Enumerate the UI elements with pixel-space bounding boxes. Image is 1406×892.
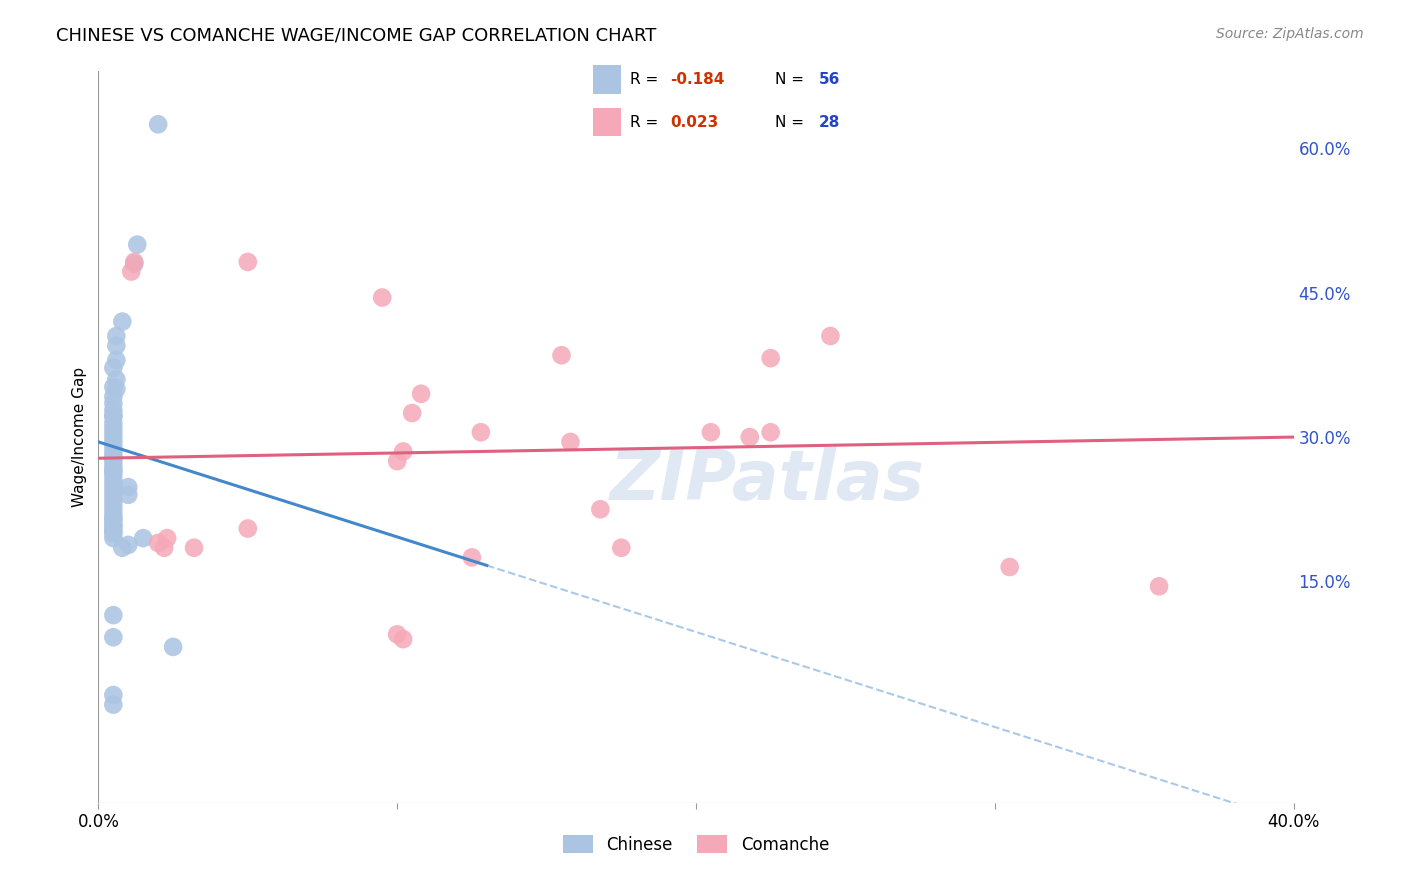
Point [103, 468, 125, 483]
Point [392, 444, 415, 458]
Point [103, 425, 125, 440]
Point [103, 488, 125, 502]
Point [103, 434, 125, 449]
Point [120, 264, 142, 278]
Legend: Chinese, Comanche: Chinese, Comanche [557, 829, 835, 860]
Point [700, 425, 723, 440]
Point [103, 507, 125, 521]
Point [550, 348, 572, 362]
Point [103, 521, 125, 535]
Text: 56: 56 [818, 72, 839, 87]
Point [103, 492, 125, 507]
Point [103, 630, 125, 644]
Point [103, 451, 125, 466]
Point [103, 464, 125, 478]
Point [610, 541, 633, 555]
Text: 28: 28 [818, 115, 839, 129]
Text: 0.023: 0.023 [671, 115, 718, 129]
Point [103, 698, 125, 712]
Bar [593, 108, 620, 136]
Point [111, 541, 134, 555]
Point [111, 315, 134, 329]
Point [103, 526, 125, 541]
Point [103, 478, 125, 492]
Point [132, 531, 155, 545]
Point [183, 541, 205, 555]
Point [411, 386, 433, 401]
Point [236, 521, 259, 535]
Point [392, 632, 415, 647]
Point [105, 372, 128, 386]
Point [162, 640, 184, 654]
Point [103, 518, 125, 533]
Point [103, 464, 125, 478]
Point [124, 257, 146, 271]
Bar [593, 65, 620, 94]
Point [103, 474, 125, 488]
Point [820, 329, 842, 343]
Point [103, 409, 125, 423]
Point [127, 237, 149, 252]
Point [148, 117, 170, 131]
Point [148, 536, 170, 550]
Point [105, 382, 128, 396]
Text: N =: N = [775, 72, 808, 87]
Text: -0.184: -0.184 [671, 72, 724, 87]
Point [759, 425, 782, 440]
Point [105, 329, 128, 343]
Point [103, 390, 125, 404]
Text: R =: R = [630, 72, 664, 87]
Point [156, 531, 179, 545]
Point [103, 416, 125, 430]
Point [103, 450, 125, 464]
Point [103, 688, 125, 702]
Text: R =: R = [630, 115, 664, 129]
Point [103, 512, 125, 526]
Point [1147, 579, 1170, 593]
Point [105, 353, 128, 368]
Point [560, 434, 582, 449]
Point [103, 458, 125, 473]
Point [470, 425, 492, 440]
Point [759, 351, 782, 366]
Text: Source: ZipAtlas.com: Source: ZipAtlas.com [1216, 27, 1364, 41]
Point [103, 483, 125, 497]
Point [117, 480, 139, 494]
Point [103, 498, 125, 512]
Point [589, 502, 612, 516]
Point [236, 255, 259, 269]
Point [103, 516, 125, 531]
Point [103, 409, 125, 423]
Point [103, 531, 125, 545]
Point [461, 550, 484, 565]
Point [103, 524, 125, 539]
Point [371, 291, 394, 305]
Point [105, 338, 128, 352]
Point [103, 360, 125, 375]
Point [103, 454, 125, 468]
Point [124, 255, 146, 269]
Text: N =: N = [775, 115, 808, 129]
Point [117, 488, 139, 502]
Point [103, 403, 125, 417]
Point [103, 502, 125, 516]
Point [385, 454, 409, 468]
Point [103, 420, 125, 434]
Point [103, 608, 125, 623]
Point [385, 627, 409, 641]
Point [998, 560, 1021, 574]
Point [103, 380, 125, 394]
Y-axis label: Wage/Income Gap: Wage/Income Gap [72, 367, 87, 508]
Point [103, 396, 125, 410]
Point [117, 538, 139, 552]
Point [103, 430, 125, 444]
Point [153, 541, 176, 555]
Point [738, 430, 761, 444]
Point [103, 444, 125, 458]
Text: ZIPatlas: ZIPatlas [610, 448, 925, 515]
Point [103, 440, 125, 454]
Text: CHINESE VS COMANCHE WAGE/INCOME GAP CORRELATION CHART: CHINESE VS COMANCHE WAGE/INCOME GAP CORR… [56, 27, 657, 45]
Point [401, 406, 423, 420]
Point [103, 512, 125, 526]
